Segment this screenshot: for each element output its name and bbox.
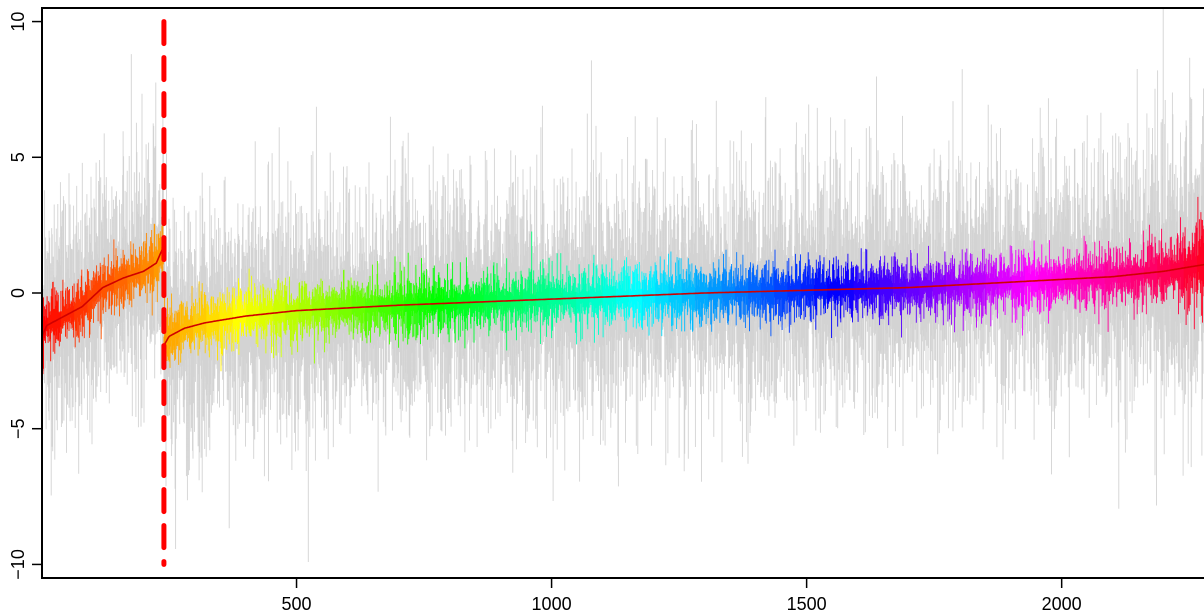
posterior-draw-band bbox=[140, 230, 155, 316]
posterior-draw-band bbox=[100, 239, 115, 340]
y-tick-label: −10 bbox=[8, 549, 28, 580]
estimate-line-segment-2 bbox=[163, 263, 1204, 345]
x-tick-label: 500 bbox=[282, 594, 312, 614]
posterior-draw-band bbox=[866, 260, 881, 326]
estimate-line-segment-1 bbox=[42, 246, 165, 337]
posterior-draw-band bbox=[972, 248, 987, 328]
posterior-draw-band bbox=[576, 264, 590, 345]
posterior-draw-band bbox=[232, 278, 247, 355]
posterior-draw-band bbox=[1196, 196, 1204, 323]
posterior-draw-band bbox=[668, 251, 683, 332]
posterior-draw-band bbox=[1078, 235, 1092, 313]
posterior-draw-band bbox=[1011, 248, 1026, 336]
posterior-draw-band bbox=[219, 287, 234, 372]
y-tick-label: −5 bbox=[8, 418, 28, 439]
posterior-draw-band bbox=[457, 257, 471, 349]
y-tick-label: 10 bbox=[8, 12, 28, 32]
posterior-draw-band bbox=[536, 257, 550, 344]
posterior-draw-band bbox=[734, 252, 749, 328]
x-tick-label: 1000 bbox=[532, 594, 572, 614]
x-tick-label: 1500 bbox=[787, 594, 827, 614]
posterior-draw-band bbox=[774, 249, 788, 330]
posterior-draw-band bbox=[1130, 230, 1145, 320]
posterior-draw-band bbox=[285, 276, 300, 355]
y-tick-label: 5 bbox=[8, 152, 28, 162]
y-tick-label: 0 bbox=[8, 288, 28, 298]
plot-frame bbox=[41, 7, 1204, 579]
posterior-draw-band bbox=[721, 249, 736, 325]
posterior-draw-band bbox=[708, 259, 722, 332]
posterior-draw-band bbox=[1143, 224, 1158, 315]
estimate-series bbox=[42, 246, 1204, 345]
posterior-draw-band bbox=[1064, 248, 1079, 310]
x-tick-label: 2000 bbox=[1042, 594, 1082, 614]
posterior-draw-band bbox=[985, 253, 999, 327]
x-axis: 500 1000 1500 2000 bbox=[42, 577, 1204, 614]
y-axis: −10 −5 0 5 10 bbox=[8, 12, 42, 580]
plot-area bbox=[42, 8, 1204, 567]
posterior-draw-band bbox=[193, 281, 207, 356]
posterior-draw-band bbox=[430, 265, 445, 338]
posterior-draw-band bbox=[919, 245, 934, 322]
posterior-draw-band bbox=[444, 262, 458, 343]
